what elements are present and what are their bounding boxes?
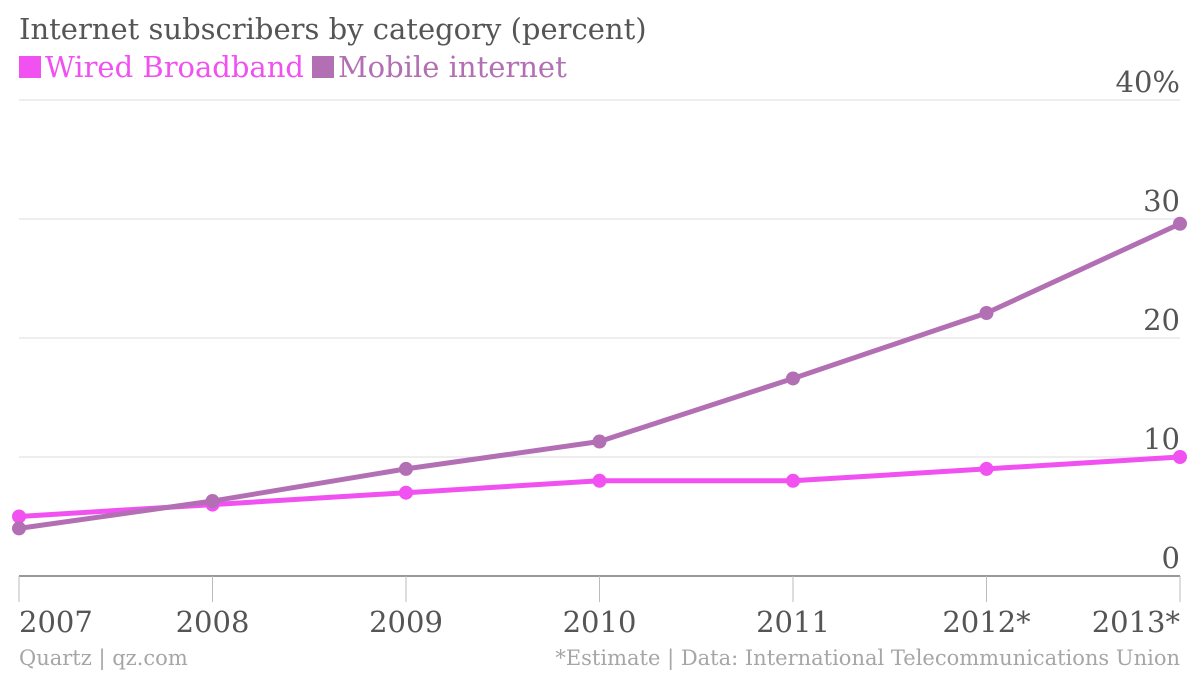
legend-label-mobile: Mobile internet [337,50,567,84]
x-tick-label: 2007 [19,605,93,639]
y-tick-label: 10 [1143,422,1180,456]
data-point-wired-broadband [786,473,800,488]
data-point-mobile-internet [12,521,26,536]
data-point-wired-broadband [979,461,994,476]
x-tick-label: 2008 [176,605,250,639]
chart-title: Internet subscribers by category (percen… [19,12,647,46]
data-point-wired-broadband [1173,450,1187,464]
data-point-wired-broadband [592,473,607,488]
x-tick-label: 2011 [756,605,830,639]
data-point-wired-broadband [12,509,26,524]
y-tick-label: 0 [1162,541,1180,575]
legend: Wired Broadband Mobile internet [19,50,567,84]
y-tick-label: 30 [1143,184,1180,218]
x-tick-label: 2013* [1092,605,1181,639]
legend-item-wired: Wired Broadband [19,50,304,84]
legend-item-mobile: Mobile internet [311,50,567,84]
data-point-mobile-internet [786,371,800,386]
footer-source-right: *Estimate | Data: International Telecomm… [555,646,1180,670]
x-tick-label: 2012* [942,605,1031,639]
data-point-mobile-internet [592,434,607,449]
data-point-mobile-internet [1173,216,1187,231]
data-point-mobile-internet [205,494,220,509]
footer-source-left: Quartz | qz.com [19,646,188,670]
legend-swatch-mobile [311,56,334,78]
data-point-wired-broadband [399,485,413,500]
legend-label-wired: Wired Broadband [45,50,304,84]
x-tick-label: 2010 [563,605,637,639]
y-tick-label: 20 [1143,303,1180,337]
x-tick-label: 2009 [369,605,443,639]
legend-swatch-wired [19,56,41,78]
y-tick-label: 40% [1116,65,1180,99]
data-point-mobile-internet [399,461,413,476]
data-point-mobile-internet [979,306,994,321]
